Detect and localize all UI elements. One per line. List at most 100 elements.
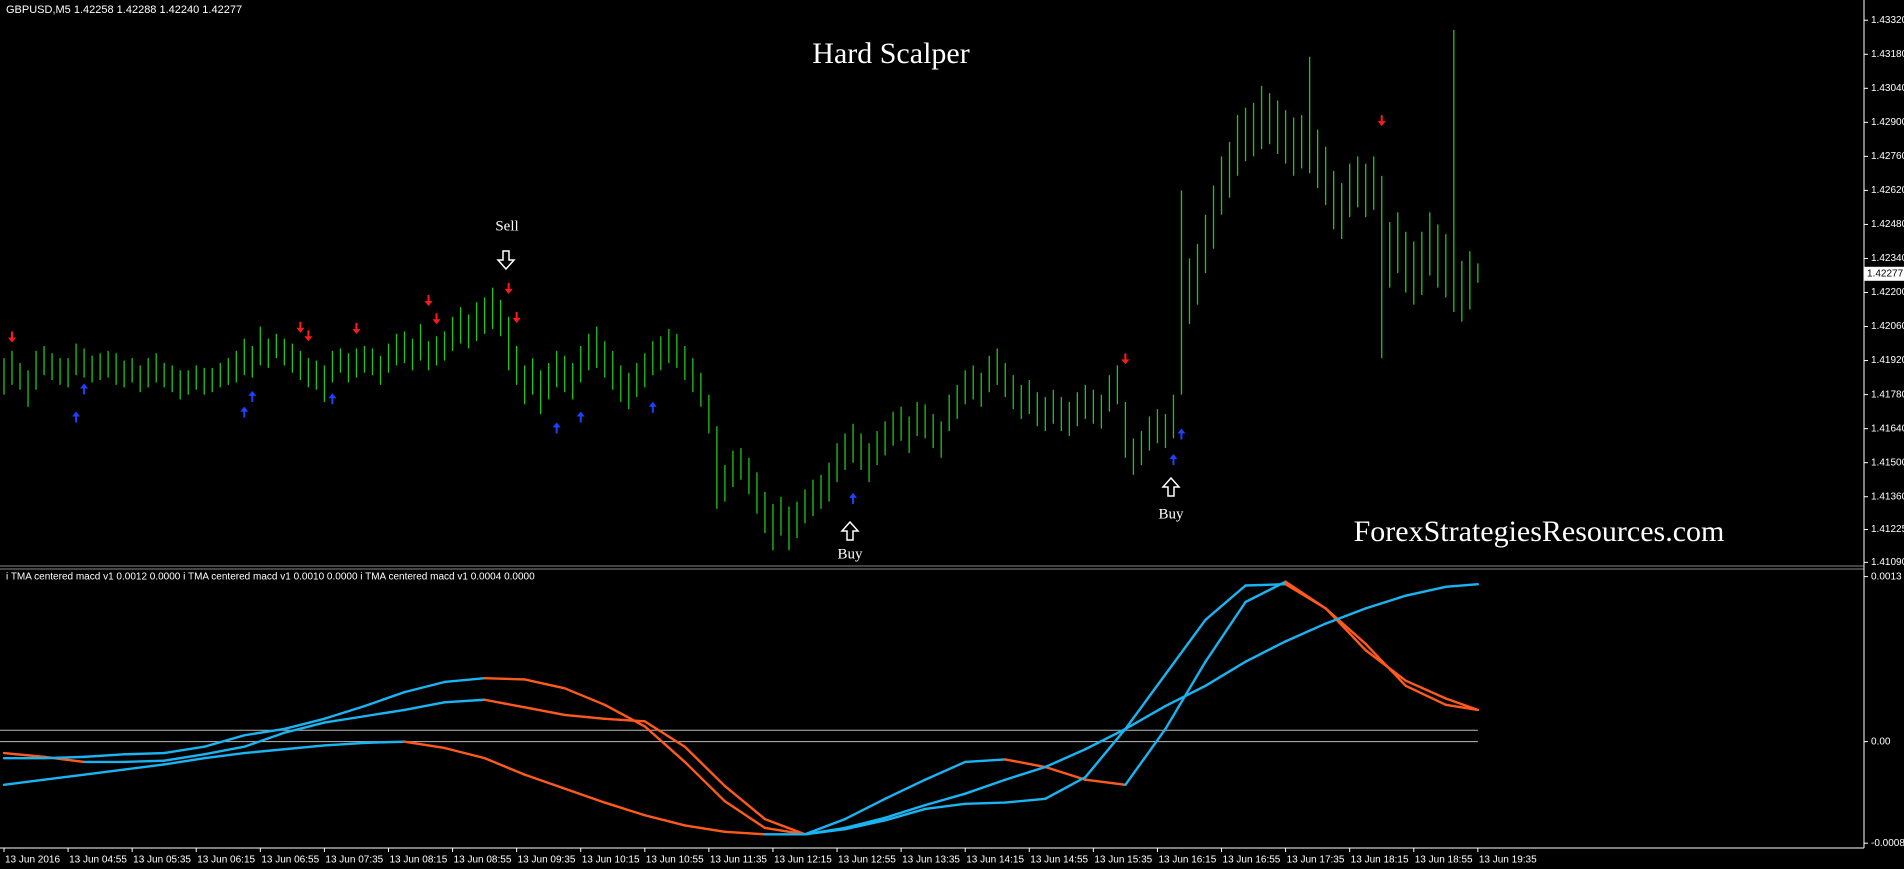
indicator-segment	[964, 758, 1007, 764]
indicator-segment	[1004, 765, 1047, 781]
x-tick-label: 13 Jun 14:15	[966, 855, 1024, 866]
indicator-segment	[363, 690, 406, 708]
indicator-segment	[443, 698, 486, 704]
indicator-segment	[203, 751, 246, 760]
sell-arrow	[8, 331, 17, 343]
buy-arrow	[240, 406, 249, 418]
x-tick-label: 13 Jun 2016	[5, 855, 60, 866]
y-tick-label: 1.42480	[1871, 219, 1904, 230]
indicator-segment	[243, 748, 286, 755]
indicator-segment	[563, 687, 606, 707]
indicator-segment	[603, 703, 646, 728]
indicator-segment	[1404, 679, 1448, 700]
annotation-label: Buy	[837, 546, 863, 562]
buy-arrow	[248, 390, 257, 402]
indicator-segment	[523, 678, 566, 690]
indicator-segment	[964, 778, 1007, 795]
indicator-segment	[82, 753, 126, 759]
indicator-segment	[122, 751, 166, 756]
sell-arrow	[1121, 353, 1130, 365]
indicator-segment	[403, 701, 446, 712]
indicator-segment	[964, 801, 1007, 806]
x-tick-label: 13 Jun 13:35	[902, 855, 960, 866]
indicator-segment	[283, 721, 326, 734]
indicator-segment	[843, 819, 887, 831]
y-tick-label: -0.0008	[1871, 838, 1904, 849]
indicator-segment	[483, 676, 526, 681]
indicator-segment	[1204, 600, 1247, 663]
indicator-segment	[603, 717, 646, 723]
indicator-segment	[483, 698, 526, 709]
indicator-segment	[1364, 649, 1407, 682]
indicator-segment	[723, 830, 767, 836]
indicator-segment	[162, 756, 206, 766]
y-tick-label: 1.41920	[1871, 355, 1904, 366]
y-tick-label: 1.41225	[1871, 524, 1904, 535]
annotation-label: Sell	[495, 218, 518, 234]
y-tick-label: 1.41360	[1871, 491, 1904, 502]
x-tick-label: 13 Jun 10:15	[582, 855, 640, 866]
sell-arrow	[512, 312, 521, 324]
y-tick-label: 1.42340	[1871, 253, 1904, 264]
indicator-segment	[443, 676, 486, 684]
indicator-segment	[1004, 797, 1047, 804]
indicator-segment	[1164, 684, 1207, 708]
x-tick-label: 13 Jun 11:35	[710, 855, 768, 866]
annotation-arrow	[496, 250, 516, 271]
indicator-segment	[2, 751, 46, 759]
x-tick-label: 13 Jun 12:15	[774, 855, 832, 866]
indicator-segment	[483, 756, 526, 776]
watermark: ForexStrategiesResources.com	[1354, 515, 1725, 548]
indicator-segment	[2, 778, 46, 786]
indicator-segment	[803, 826, 847, 836]
buy-arrow	[80, 383, 89, 395]
y-tick-label: 1.42760	[1871, 151, 1904, 162]
indicator-segment	[1044, 765, 1087, 781]
x-tick-label: 13 Jun 05:35	[133, 855, 191, 866]
indicator-segment	[283, 744, 326, 751]
x-tick-label: 13 Jun 17:35	[1287, 855, 1345, 866]
y-tick-label: 1.42060	[1871, 321, 1904, 332]
buy-arrow	[576, 411, 585, 423]
buy-arrow	[328, 393, 337, 405]
indicator-segment	[1004, 758, 1047, 769]
indicator-segment	[363, 740, 406, 745]
buy-arrow	[72, 411, 81, 423]
y-tick-label: 1.43320	[1871, 15, 1904, 26]
x-tick-label: 13 Jun 14:55	[1030, 855, 1088, 866]
sell-arrow	[304, 330, 313, 342]
indicator-segment	[243, 731, 286, 748]
indicator-segment	[1324, 607, 1367, 625]
indicator-segment	[122, 763, 166, 771]
sell-arrow	[1377, 115, 1386, 127]
indicator-segment	[723, 800, 767, 830]
indicator-segment	[883, 803, 927, 820]
indicator-segment	[523, 706, 566, 717]
y-tick-label: 1.42900	[1871, 117, 1904, 128]
indicator-segment	[1444, 583, 1480, 588]
indicator-segment	[162, 753, 206, 762]
indicator-segment	[883, 778, 927, 800]
indicator-segment	[443, 746, 486, 760]
indicator-header: i TMA centered macd v1 0.0012 0.0000 i T…	[6, 572, 535, 583]
sell-arrow	[504, 282, 513, 294]
indicator-segment	[843, 816, 887, 830]
indicator-segment	[1124, 704, 1167, 731]
x-tick-label: 13 Jun 10:55	[646, 855, 704, 866]
annotation-arrow	[1161, 476, 1181, 497]
x-tick-label: 13 Jun 19:35	[1479, 855, 1537, 866]
indicator-segment	[1044, 775, 1087, 800]
x-tick-label: 13 Jun 12:55	[838, 855, 896, 866]
indicator-segment	[42, 755, 86, 760]
indicator-segment	[643, 725, 687, 764]
indicator-segment	[883, 807, 927, 822]
indicator-segment	[203, 734, 246, 748]
indicator-segment	[1444, 697, 1480, 712]
x-tick-label: 13 Jun 08:15	[389, 855, 447, 866]
indicator-segment	[763, 817, 807, 836]
indicator-segment	[1324, 607, 1367, 652]
indicator-segment	[122, 759, 166, 764]
